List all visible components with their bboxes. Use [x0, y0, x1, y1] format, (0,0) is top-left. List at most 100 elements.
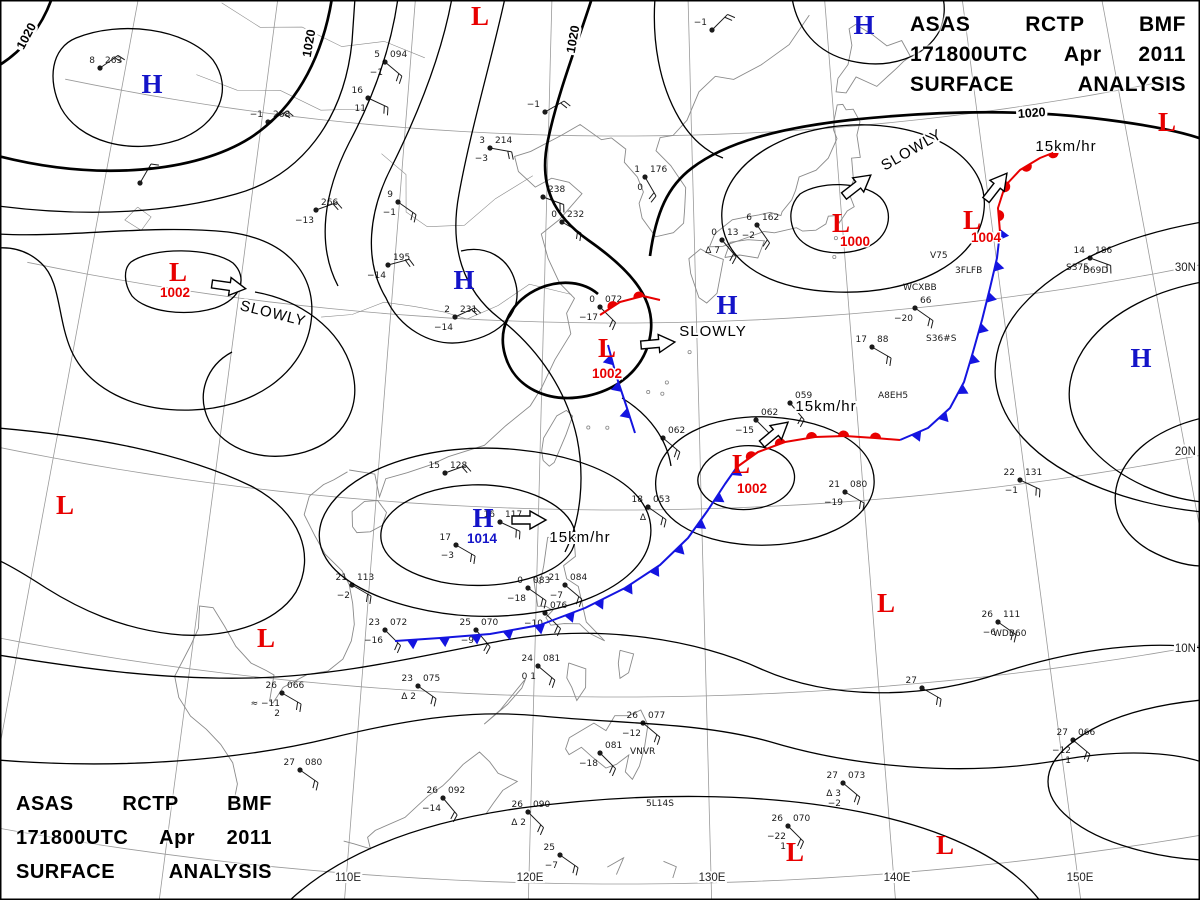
longitude-line — [961, 0, 1082, 900]
station-value: −1 — [694, 18, 707, 28]
cold-front-triangle — [439, 637, 450, 648]
station-value: 214 — [495, 136, 512, 146]
isobar — [124, 250, 242, 314]
station-value: 268 — [273, 110, 290, 120]
movement-label: SLOWLY — [679, 323, 746, 340]
isobar — [455, 0, 582, 553]
pressure-value: 1000 — [840, 234, 870, 249]
station-value: −2 — [828, 799, 841, 809]
station-value: 2 — [444, 305, 450, 315]
latitude-line — [0, 637, 1200, 698]
coastline — [483, 678, 527, 725]
station-plot: 27 080 — [284, 758, 322, 791]
station-plot: 081 −18 — [579, 741, 622, 777]
latitude-label: 10N — [1175, 643, 1196, 655]
station-plot: 18 053 Δ — [632, 495, 670, 528]
movement-arrow-icon — [511, 509, 548, 531]
station-value: 3 — [479, 136, 485, 146]
station-value: 27 — [906, 676, 917, 686]
station-value: −3 — [475, 154, 488, 164]
cold-front-triangle — [993, 260, 1005, 272]
station-value: 1 — [634, 165, 640, 175]
station-value: 66 — [920, 296, 932, 306]
isobar-label: 1020 — [564, 24, 583, 54]
longitude-line — [1101, 0, 1200, 532]
coastline — [724, 239, 766, 259]
station-value: −20 — [894, 314, 913, 324]
station-value: 073 — [848, 771, 865, 781]
cold-front-triangle — [622, 583, 633, 595]
station-plot: 15 128 — [429, 461, 472, 476]
low-pressure-symbol: L — [732, 449, 750, 479]
station-plot: 2 231 −14 — [434, 305, 482, 333]
isobar — [0, 632, 1200, 694]
station-value: 072 — [605, 295, 622, 305]
low-pressure-symbol: L — [598, 333, 616, 363]
station-value: 0 1 — [522, 672, 536, 682]
station-value: 162 — [762, 213, 779, 223]
station-value: −1 — [370, 68, 383, 78]
station-value: −14 — [422, 804, 441, 814]
ship-id-label: WDB60 — [993, 629, 1027, 639]
river-line — [321, 283, 572, 320]
coastline — [611, 14, 810, 238]
station-value: 25 — [460, 618, 471, 628]
front-layer — [394, 149, 1061, 650]
station-value: Δ 2 — [511, 818, 526, 828]
cold-front-triangle — [978, 323, 989, 334]
station-value: −13 — [295, 216, 314, 226]
longitude-line — [158, 0, 279, 900]
station-plot: 9 −1 — [383, 190, 417, 223]
coastline — [532, 536, 606, 642]
cold-front-triangle — [619, 408, 631, 419]
pressure-center-layer: HHHHHH1014LL1002L1000LLLLL1002L1002L1004… — [56, 1, 1176, 867]
warm-front-semicircle — [774, 438, 786, 446]
station-value: −9 — [461, 636, 475, 646]
movement-label: 15km/hr — [1035, 138, 1096, 155]
latitude-label: 20N — [1175, 446, 1196, 458]
station-value: −10 — [524, 619, 543, 629]
station-value: 24 — [522, 654, 534, 664]
station-value: 9 — [387, 190, 393, 200]
station-plot: 21 080 −19 — [824, 480, 867, 511]
river-line — [196, 74, 364, 111]
warm-front-semicircle — [806, 432, 818, 439]
station-value: 0 — [551, 210, 557, 220]
station-value: 0 — [589, 295, 595, 305]
pressure-value: 1002 — [737, 481, 767, 496]
cold-front-triangle — [957, 384, 969, 394]
station-value: 1 — [780, 842, 786, 852]
station-plot: 0 083−18 — [507, 576, 550, 609]
movement-arrow-icon — [758, 421, 790, 449]
station-value: −14 — [434, 323, 453, 333]
station-value: −18 — [507, 594, 526, 604]
station-plot: 0 232 — [551, 210, 584, 241]
latitude-line — [27, 261, 1200, 324]
station-value: −7 — [545, 861, 558, 871]
island-dot — [664, 380, 669, 385]
station-plot: 3 214 −3 — [475, 136, 514, 164]
cold-front-triangle — [593, 598, 604, 610]
cold-front-triangle — [610, 381, 622, 392]
station-plot: 5 094 −1 — [370, 50, 407, 84]
title-line-3: SURFACE ANALYSIS — [16, 861, 272, 883]
coastline — [709, 103, 861, 248]
longitude-line — [344, 0, 416, 900]
station-value: 081 — [605, 741, 622, 751]
cold-front-triangle — [649, 565, 660, 577]
coastline — [688, 248, 724, 304]
coastline — [565, 709, 649, 781]
movement-label: 15km/hr — [549, 529, 610, 546]
coastline — [566, 662, 587, 702]
station-plot: −1 — [694, 13, 736, 33]
station-value: 080 — [850, 480, 867, 490]
station-value: Δ — [640, 513, 647, 523]
station-plot: 27 073 Δ 3−2 — [826, 771, 865, 809]
station-value: 17 — [856, 335, 867, 345]
station-plot: 26 070 −221 — [767, 814, 810, 852]
station-value: 0 — [711, 228, 717, 238]
station-plot: 266 −13 — [295, 198, 343, 226]
coastline — [607, 856, 625, 875]
coastline — [835, 23, 912, 94]
